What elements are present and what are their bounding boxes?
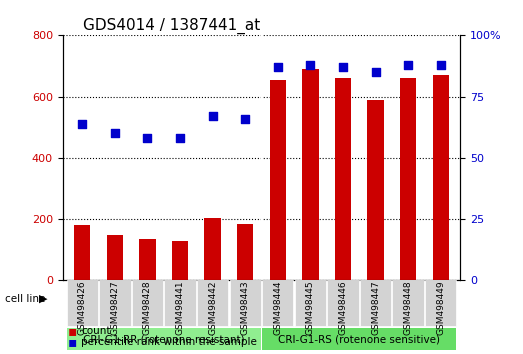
FancyBboxPatch shape: [230, 280, 261, 326]
Text: GSM498441: GSM498441: [176, 280, 185, 335]
Text: GSM498448: GSM498448: [404, 280, 413, 335]
Bar: [237, 224, 253, 280]
FancyBboxPatch shape: [262, 328, 457, 350]
FancyBboxPatch shape: [262, 280, 293, 326]
Point: [111, 131, 119, 136]
Point: [176, 136, 184, 141]
Bar: [367, 100, 384, 280]
FancyBboxPatch shape: [392, 280, 424, 326]
Point: [143, 136, 152, 141]
FancyBboxPatch shape: [66, 280, 98, 326]
Point: [209, 113, 217, 119]
FancyBboxPatch shape: [66, 328, 261, 350]
Text: GSM498427: GSM498427: [110, 280, 119, 335]
FancyBboxPatch shape: [327, 280, 359, 326]
Text: ▪: ▪: [68, 324, 77, 338]
Bar: [74, 225, 90, 280]
Text: GSM498449: GSM498449: [436, 280, 445, 335]
Bar: [172, 241, 188, 280]
FancyBboxPatch shape: [164, 280, 196, 326]
Text: GSM498445: GSM498445: [306, 280, 315, 335]
Bar: [204, 218, 221, 280]
FancyBboxPatch shape: [360, 280, 391, 326]
Text: GSM498426: GSM498426: [78, 280, 87, 335]
Text: GDS4014 / 1387441_at: GDS4014 / 1387441_at: [83, 18, 260, 34]
Text: CRI-G1-RS (rotenone sensitive): CRI-G1-RS (rotenone sensitive): [278, 334, 440, 344]
Text: GSM498442: GSM498442: [208, 280, 217, 335]
Bar: [433, 75, 449, 280]
Text: GSM498428: GSM498428: [143, 280, 152, 335]
Point: [306, 62, 314, 68]
Text: GSM498443: GSM498443: [241, 280, 249, 335]
Text: GSM498444: GSM498444: [274, 280, 282, 335]
Text: CRI-G1-RR (rotenone resistant): CRI-G1-RR (rotenone resistant): [83, 334, 245, 344]
Text: count: count: [81, 326, 110, 336]
Text: GSM498447: GSM498447: [371, 280, 380, 335]
FancyBboxPatch shape: [132, 280, 163, 326]
Bar: [400, 78, 416, 280]
Text: cell line: cell line: [5, 294, 46, 304]
Point: [78, 121, 86, 126]
Text: percentile rank within the sample: percentile rank within the sample: [81, 337, 257, 347]
FancyBboxPatch shape: [99, 280, 131, 326]
Text: ▪: ▪: [68, 335, 77, 349]
Bar: [270, 80, 286, 280]
FancyBboxPatch shape: [295, 280, 326, 326]
Bar: [335, 78, 351, 280]
Bar: [107, 234, 123, 280]
Point: [437, 62, 445, 68]
Bar: [302, 69, 319, 280]
Point: [274, 64, 282, 70]
Point: [241, 116, 249, 121]
Point: [339, 64, 347, 70]
FancyBboxPatch shape: [425, 280, 457, 326]
Text: ▶: ▶: [39, 294, 48, 304]
FancyBboxPatch shape: [197, 280, 228, 326]
Bar: [139, 239, 156, 280]
Text: GSM498446: GSM498446: [338, 280, 347, 335]
Point: [404, 62, 412, 68]
Point: [371, 69, 380, 75]
